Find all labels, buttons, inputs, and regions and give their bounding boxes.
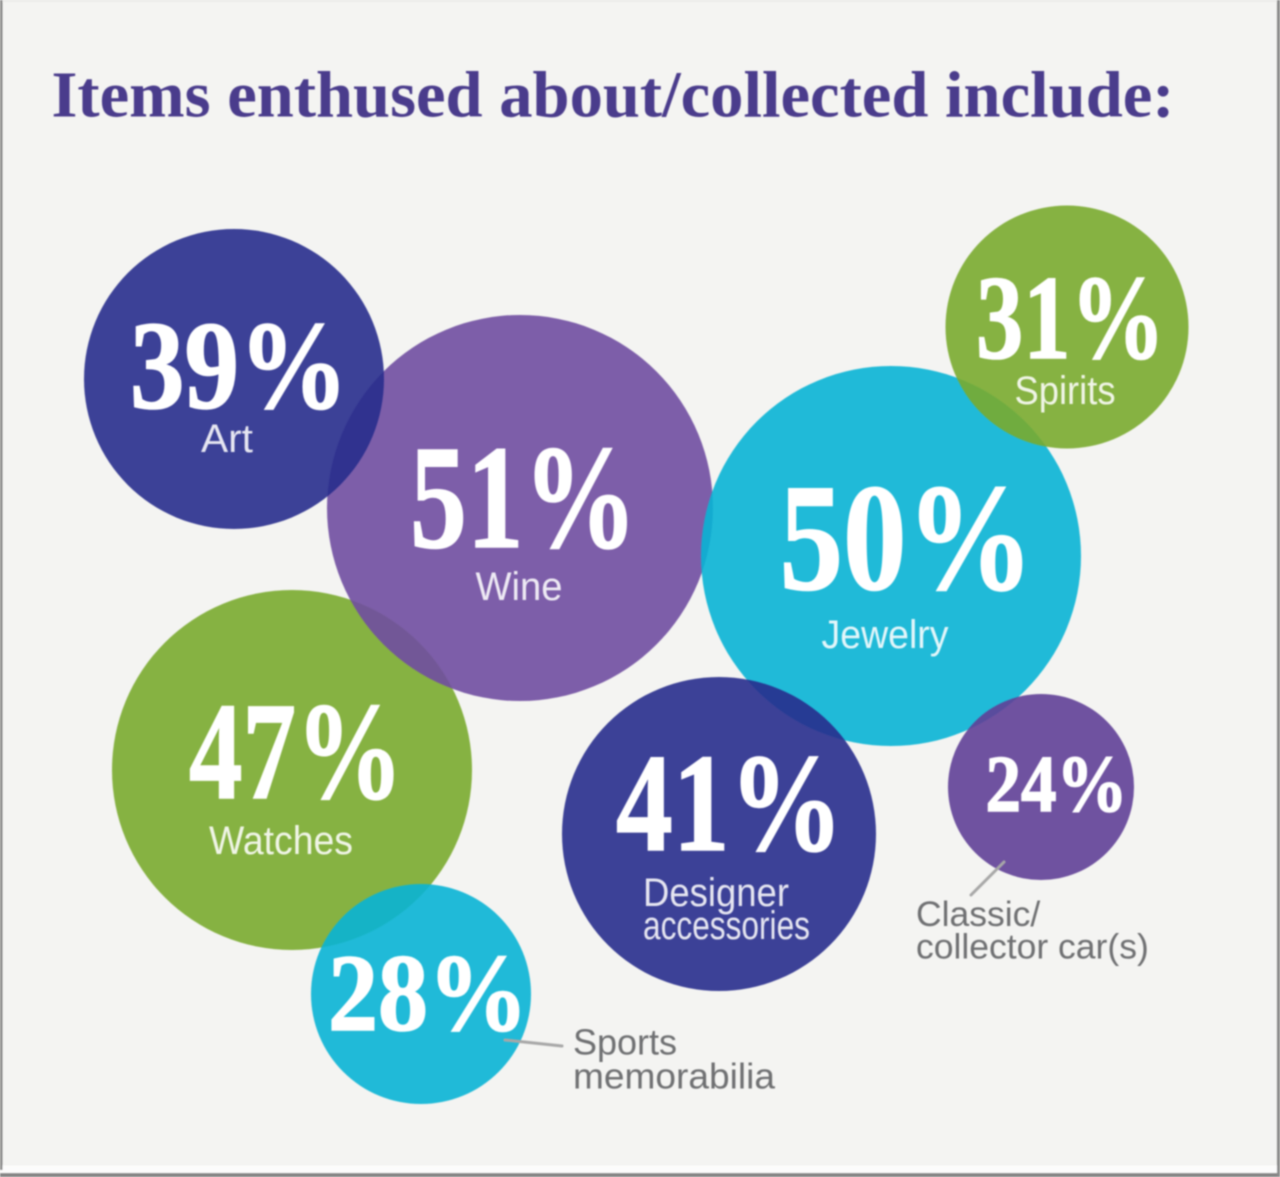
svg-text:Designer: Designer [643, 871, 789, 915]
svg-text:collector car(s): collector car(s) [916, 927, 1149, 967]
svg-text:Watches: Watches [209, 819, 353, 863]
svg-text:24%: 24% [986, 739, 1128, 829]
svg-text:41%: 41% [616, 726, 843, 881]
svg-text:50%: 50% [780, 454, 1034, 623]
svg-text:accessories: accessories [643, 904, 810, 948]
svg-text:Art: Art [201, 417, 253, 461]
svg-text:28%: 28% [328, 932, 528, 1054]
svg-text:Classic/: Classic/ [916, 894, 1040, 934]
svg-text:Spirits: Spirits [1015, 369, 1116, 413]
svg-text:47%: 47% [189, 675, 403, 829]
svg-text:Wine: Wine [476, 565, 563, 609]
svg-text:memorabilia: memorabilia [573, 1056, 776, 1097]
svg-text:51%: 51% [410, 416, 637, 580]
svg-text:Jewelry: Jewelry [822, 613, 949, 657]
svg-text:Sports: Sports [573, 1022, 677, 1063]
svg-text:31%: 31% [976, 251, 1165, 384]
svg-text:39%: 39% [130, 297, 348, 436]
svg-text:Items enthused about/collected: Items enthused about/collected include: [52, 59, 1175, 132]
